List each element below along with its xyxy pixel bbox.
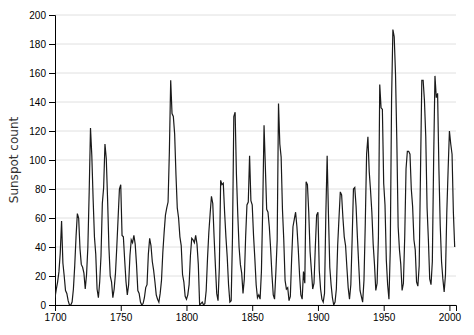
x-tick: 1800	[176, 305, 199, 323]
y-axis-title: Sunspot count	[7, 117, 21, 204]
x-tick-label: 1700	[44, 312, 67, 323]
y-tick: 180	[29, 39, 55, 50]
x-tick-mark	[384, 305, 385, 311]
y-tick-label: 200	[29, 10, 46, 21]
x-tick-label: 2000	[439, 312, 462, 323]
y-tick-mark	[49, 276, 55, 277]
y-tick-label: 40	[35, 242, 47, 253]
chart-svg: 1700 1750 1800 1850 1900 1950 2000 0 20 40 60 80 100…	[0, 0, 474, 335]
y-tick-mark	[49, 102, 55, 103]
x-tick-label: 1800	[176, 312, 199, 323]
x-tick: 1900	[307, 305, 330, 323]
grid-line	[55, 189, 456, 190]
x-axis-line	[56, 306, 457, 312]
y-tick-label: 0	[40, 300, 46, 311]
x-tick-label: 1750	[110, 312, 133, 323]
x-tick-mark	[252, 305, 253, 311]
y-tick: 140	[29, 97, 55, 108]
y-tick-mark	[49, 218, 55, 219]
data-line	[55, 30, 455, 306]
y-tick-mark	[49, 189, 55, 190]
y-tick-label: 100	[29, 155, 46, 166]
y-tick-mark	[49, 160, 55, 161]
y-tick-mark	[49, 131, 55, 132]
marks	[55, 30, 455, 306]
grid-line	[55, 15, 456, 16]
plot-area: 1700 1750 1800 1850 1900 1950 2000 0 20 40 60 80 100…	[29, 10, 461, 323]
y-tick-label: 60	[35, 213, 47, 224]
x-tick: 1700	[44, 305, 67, 323]
y-tick: 100	[29, 155, 55, 166]
y-tick-label: 120	[29, 126, 46, 137]
x-axis: 1700 1750 1800 1850 1900 1950 2000	[44, 305, 461, 323]
y-tick: 60	[35, 213, 55, 224]
x-tick-mark	[186, 305, 187, 311]
y-tick-label: 20	[35, 271, 47, 282]
x-tick: 1750	[110, 305, 133, 323]
y-tick-mark	[49, 44, 55, 45]
x-tick-label: 1900	[307, 312, 330, 323]
grid-line	[55, 44, 456, 45]
x-tick-label: 1950	[373, 312, 396, 323]
y-tick-label: 160	[29, 68, 46, 79]
x-tick: 1950	[373, 305, 396, 323]
y-tick-mark	[49, 15, 55, 16]
y-axis-line	[49, 16, 56, 306]
y-tick-mark	[49, 305, 55, 306]
y-tick-label: 180	[29, 39, 46, 50]
y-tick-label: 80	[35, 184, 47, 195]
x-tick-mark	[449, 305, 450, 311]
y-tick: 80	[35, 184, 55, 195]
y-tick-mark	[49, 247, 55, 248]
y-tick: 120	[29, 126, 55, 137]
y-tick: 160	[29, 68, 55, 79]
x-tick: 1850	[242, 305, 265, 323]
grid-line	[55, 247, 456, 248]
y-tick: 0	[40, 300, 55, 311]
y-axis: 0 20 40 60 80 100 120 140 160 180 200	[29, 10, 55, 311]
chart-container: 1700 1750 1800 1850 1900 1950 2000 0 20 40 60 80 100…	[0, 0, 474, 335]
grid	[55, 15, 456, 305]
grid-line	[55, 160, 456, 161]
x-tick-label: 1850	[242, 312, 265, 323]
x-tick: 2000	[439, 305, 462, 323]
grid-line	[55, 131, 456, 132]
y-tick-label: 140	[29, 97, 46, 108]
y-tick-mark	[49, 73, 55, 74]
x-tick-mark	[318, 305, 319, 311]
y-tick: 200	[29, 10, 55, 21]
x-tick-mark	[121, 305, 122, 311]
y-tick: 20	[35, 271, 55, 282]
grid-line	[55, 218, 456, 219]
y-tick: 40	[35, 242, 55, 253]
